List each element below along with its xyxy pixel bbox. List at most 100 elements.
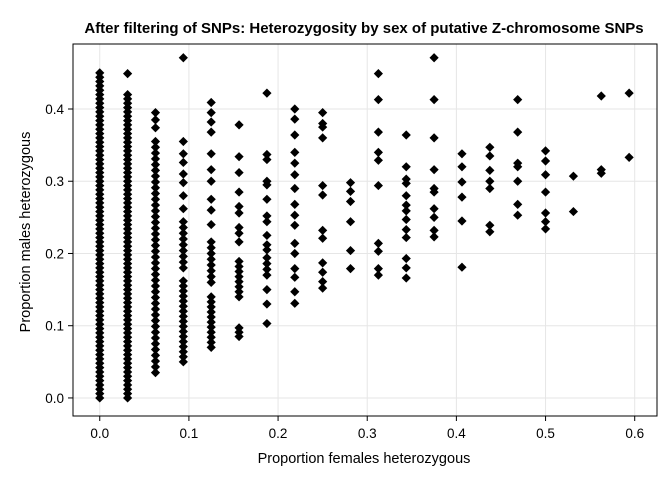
- data-point: [206, 127, 216, 137]
- data-point: [150, 258, 161, 268]
- data-point: [206, 254, 216, 264]
- data-point: [150, 368, 161, 378]
- data-point: [178, 286, 188, 296]
- data-point: [457, 162, 467, 172]
- data-point: [373, 95, 383, 105]
- data-point: [540, 187, 551, 197]
- data-point: [290, 130, 300, 140]
- data-point: [234, 277, 244, 287]
- data-point: [234, 256, 244, 267]
- data-point: [178, 301, 188, 311]
- data-point: [429, 183, 439, 194]
- data-point: [150, 115, 161, 125]
- data-point: [513, 158, 523, 168]
- data-point: [150, 154, 161, 164]
- data-point: [150, 171, 161, 181]
- data-point: [150, 235, 161, 245]
- data-point: [95, 68, 105, 78]
- data-point: [150, 136, 161, 147]
- data-point: [485, 151, 495, 161]
- data-point: [290, 298, 300, 308]
- data-point: [178, 251, 188, 261]
- data-point: [178, 234, 188, 244]
- data-point: [234, 266, 244, 277]
- data-points: [95, 53, 634, 403]
- data-point: [178, 291, 188, 301]
- data-point: [485, 220, 495, 230]
- data-point: [457, 262, 467, 272]
- data-point: [178, 53, 188, 63]
- data-point: [262, 230, 272, 241]
- data-point: [150, 183, 161, 193]
- data-point: [373, 180, 383, 191]
- data-point: [234, 282, 244, 292]
- data-point: [206, 317, 216, 327]
- data-point: [485, 176, 495, 186]
- data-point: [150, 108, 161, 118]
- data-point: [206, 307, 216, 317]
- x-tick-label: 0.3: [358, 426, 377, 441]
- data-point: [234, 287, 244, 297]
- data-point: [401, 214, 411, 225]
- data-point: [178, 263, 188, 273]
- data-point: [206, 248, 216, 259]
- data-point: [178, 347, 188, 357]
- data-point: [178, 191, 188, 201]
- data-point: [150, 362, 161, 372]
- data-point: [262, 176, 272, 186]
- data-point: [540, 146, 551, 156]
- data-point: [373, 127, 383, 137]
- data-point: [345, 196, 356, 207]
- data-point: [262, 258, 272, 269]
- data-point: [290, 158, 300, 168]
- data-point: [290, 264, 300, 274]
- data-point: [373, 147, 383, 157]
- data-point: [123, 89, 133, 100]
- data-point: [318, 108, 328, 118]
- y-tick-label: 0.1: [45, 319, 64, 334]
- data-point: [262, 211, 272, 221]
- axis-ticks: 0.0 0.1 0.2 0.3 0.4 0.5 0.6 0.0 0.1 0.2 0.3 0.4: [45, 102, 644, 441]
- data-point: [568, 171, 579, 181]
- data-point: [150, 217, 161, 228]
- data-point: [206, 260, 216, 270]
- data-point: [150, 206, 161, 216]
- data-point: [206, 149, 216, 159]
- data-point: [401, 191, 411, 201]
- data-point: [150, 339, 161, 349]
- data-point: [262, 318, 272, 329]
- data-point: [262, 245, 272, 255]
- data-point: [318, 133, 328, 143]
- data-point: [178, 204, 188, 214]
- data-point: [150, 333, 161, 343]
- data-point: [206, 322, 216, 332]
- data-point: [178, 311, 188, 321]
- data-point: [345, 264, 356, 274]
- data-point: [206, 176, 216, 186]
- data-point: [206, 277, 216, 287]
- data-point: [429, 133, 439, 143]
- data-point: [318, 258, 328, 268]
- data-point: [262, 154, 272, 165]
- data-point: [345, 245, 356, 256]
- data-point: [178, 222, 188, 233]
- data-point: [206, 327, 216, 337]
- data-point: [150, 212, 161, 222]
- data-point: [429, 95, 439, 105]
- y-axis-label: Proportion males heterozygous: [18, 132, 34, 333]
- x-tick-label: 0.5: [536, 426, 555, 441]
- x-axis-label: Proportion females heterozygous: [258, 451, 471, 467]
- data-point: [262, 149, 272, 160]
- data-point: [318, 118, 328, 129]
- data-point: [290, 183, 300, 194]
- data-point: [234, 222, 244, 233]
- data-point: [513, 176, 523, 186]
- data-point: [290, 287, 300, 297]
- data-point: [206, 297, 216, 307]
- data-point: [373, 69, 383, 79]
- data-point: [401, 206, 411, 216]
- data-point: [290, 238, 300, 248]
- data-point: [457, 192, 467, 202]
- plot-frame: [72, 43, 658, 417]
